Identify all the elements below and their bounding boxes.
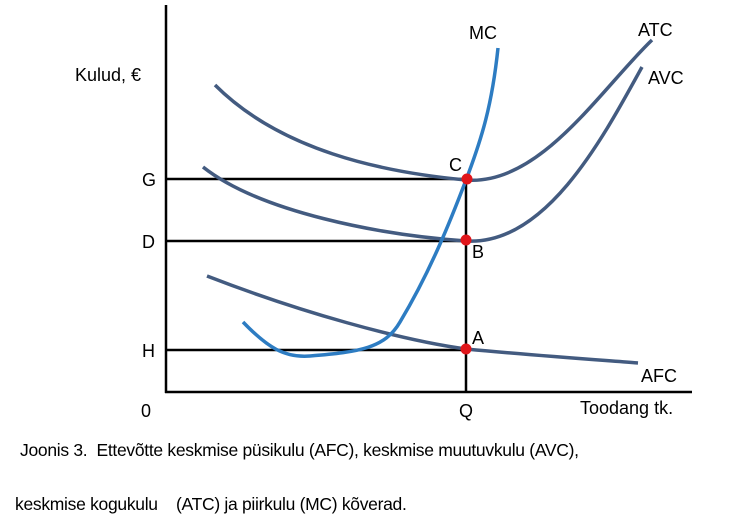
origin-label: 0: [141, 401, 151, 421]
caption-line-2: keskmise kogukulu (ATC) ja piirkulu (MC)…: [15, 494, 407, 514]
level-label-g: G: [142, 170, 156, 190]
x-axis-label: Toodang tk.: [580, 398, 673, 418]
point-b: [460, 234, 472, 246]
mc-curve: [241, 47, 500, 358]
afc-label: AFC: [641, 366, 677, 386]
avc-curve: [201, 66, 644, 243]
avc-label: AVC: [648, 68, 684, 88]
afc-curve: [206, 274, 639, 365]
q-label: Q: [459, 401, 473, 421]
level-label-h: H: [142, 341, 155, 361]
point-c: [461, 173, 473, 185]
mc-label: MC: [469, 23, 497, 43]
atc-label: ATC: [638, 20, 673, 40]
level-label-d: D: [142, 232, 155, 252]
y-axis-label: Kulud, €: [75, 65, 141, 85]
point-a: [460, 343, 472, 355]
point-a-label: A: [472, 328, 484, 348]
caption-line-1: Joonis 3. Ettevõtte keskmise püsikulu (A…: [20, 440, 579, 460]
point-c-label: C: [449, 155, 462, 175]
point-b-label: B: [472, 242, 484, 262]
